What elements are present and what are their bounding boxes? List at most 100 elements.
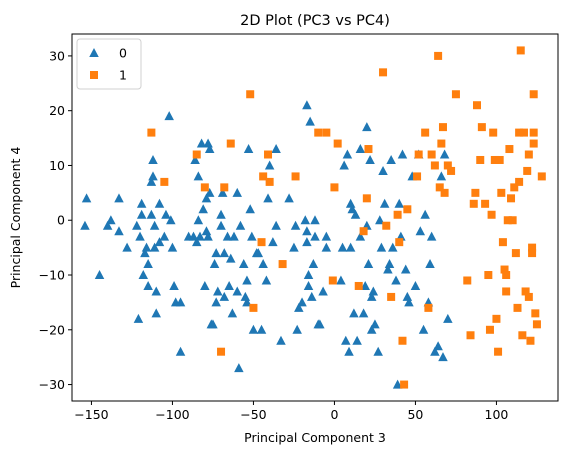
triangle-point	[198, 204, 208, 214]
square-point	[476, 155, 485, 164]
square-point	[532, 320, 541, 329]
triangle-point	[247, 231, 257, 241]
triangle-point	[211, 248, 221, 258]
triangle-point	[166, 215, 176, 225]
square-point	[291, 172, 300, 181]
triangle-point	[404, 297, 414, 307]
square-point	[220, 183, 229, 192]
square-point	[529, 128, 538, 137]
legend-label-1: 1	[119, 68, 127, 83]
triangle-point	[102, 220, 113, 230]
triangle-point	[175, 346, 186, 356]
square-point	[515, 177, 524, 186]
triangle-point	[219, 291, 230, 301]
square-point	[485, 325, 494, 334]
triangle-point	[318, 286, 328, 296]
triangle-point	[135, 231, 145, 241]
triangle-point	[271, 220, 281, 230]
y-tick-label: −10	[39, 268, 65, 283]
triangle-point	[337, 242, 348, 252]
triangle-point	[208, 319, 218, 329]
square-point	[521, 287, 530, 296]
square-point	[364, 145, 373, 154]
square-point	[508, 216, 517, 225]
square-point	[477, 123, 486, 132]
triangle-point	[154, 198, 165, 208]
square-point	[362, 194, 371, 203]
square-point	[427, 150, 436, 159]
square-point	[333, 139, 342, 148]
square-point	[529, 90, 538, 99]
series-0	[80, 100, 453, 389]
triangle-point	[376, 242, 387, 252]
square-point	[354, 281, 363, 290]
triangle-point	[363, 259, 374, 269]
triangle-point	[297, 297, 307, 307]
triangle-point	[360, 280, 370, 290]
triangle-point	[391, 275, 401, 285]
triangle-point	[122, 242, 132, 252]
square-point	[492, 314, 501, 323]
triangle-point	[263, 193, 273, 203]
square-point	[515, 128, 524, 137]
square-point	[192, 150, 201, 159]
square-point	[387, 292, 396, 301]
square-point	[451, 90, 460, 99]
triangle-point	[386, 154, 396, 164]
triangle-point	[222, 231, 233, 241]
square-point	[481, 199, 490, 208]
triangle-point	[159, 231, 170, 241]
square-point	[523, 166, 532, 175]
square-point	[519, 128, 528, 137]
square-point	[494, 347, 503, 356]
triangle-point	[303, 280, 314, 290]
triangle-point	[439, 149, 450, 159]
triangle-point	[402, 291, 413, 301]
triangle-point	[203, 138, 213, 148]
triangle-point	[400, 264, 411, 274]
square-point	[434, 51, 443, 60]
series-1	[147, 46, 546, 389]
square-point	[249, 303, 258, 312]
square-point	[382, 221, 391, 230]
square-point	[511, 249, 520, 258]
triangle-point	[224, 280, 234, 290]
triangle-point	[321, 242, 332, 252]
triangle-point	[219, 248, 230, 258]
legend-box	[76, 38, 142, 90]
square-point	[513, 303, 522, 312]
triangle-point	[201, 193, 212, 203]
triangle-point	[114, 193, 124, 203]
triangle-point	[294, 302, 304, 312]
square-point	[359, 227, 368, 236]
square-point	[495, 155, 504, 164]
data-points	[80, 46, 546, 389]
triangle-point	[240, 291, 251, 301]
triangle-point	[375, 215, 385, 225]
triangle-point	[136, 209, 147, 219]
square-point	[518, 331, 527, 340]
triangle-point	[321, 231, 332, 241]
square-point	[524, 150, 533, 159]
triangle-point	[426, 231, 437, 241]
x-axis-label: Principal Component 3	[244, 430, 386, 445]
triangle-point	[132, 220, 142, 230]
triangle-point	[146, 209, 157, 219]
y-tick-label: 20	[49, 103, 65, 118]
triangle-point	[362, 122, 372, 132]
triangle-point	[227, 308, 238, 318]
triangle-point	[284, 193, 294, 203]
square-point	[322, 128, 331, 137]
square-point	[469, 199, 478, 208]
square-point	[398, 336, 407, 345]
triangle-point	[355, 231, 366, 241]
triangle-point	[143, 280, 153, 290]
triangle-point	[148, 154, 158, 164]
triangle-point	[378, 165, 388, 175]
triangle-point	[345, 242, 356, 252]
y-axis-label: Principal Component 4	[8, 147, 23, 289]
triangle-point	[138, 270, 149, 280]
triangle-point	[358, 308, 369, 318]
triangle-point	[253, 248, 264, 258]
